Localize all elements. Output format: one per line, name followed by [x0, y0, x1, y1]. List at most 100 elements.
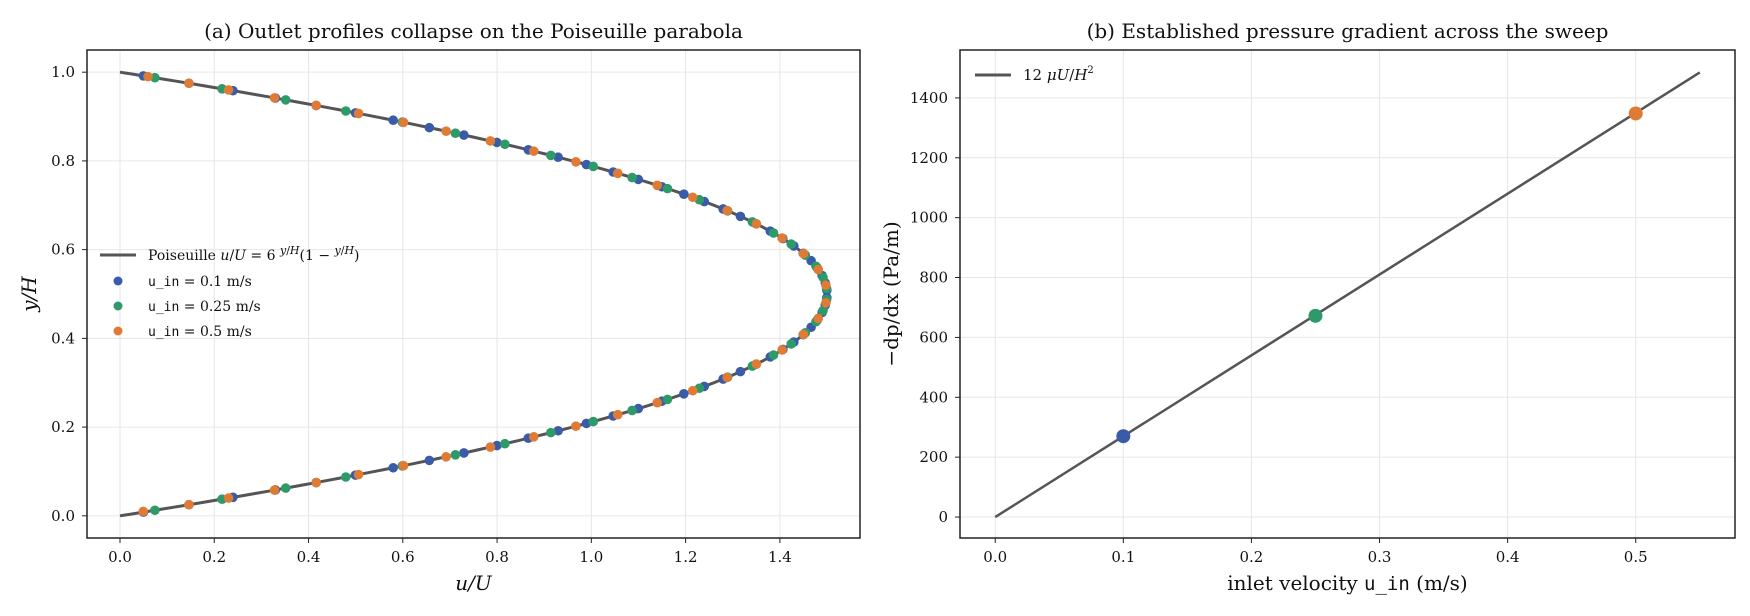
panel-a-point-series-0 — [679, 389, 689, 399]
panel-a-y-tick-label: 0.8 — [51, 152, 75, 170]
panel-a-point-series-2 — [398, 117, 409, 128]
panel-a-point-series-0 — [735, 211, 746, 222]
panel-b-x-axis-label: inlet velocity u_in (m/s) — [1227, 571, 1467, 595]
panel-a-point-series-2 — [813, 313, 824, 324]
panel-a-x-tick-label: 1.2 — [674, 548, 698, 566]
panel-a-point-series-0 — [388, 462, 398, 473]
panel-a-point-series-2 — [777, 233, 787, 243]
panel-a-point-series-0 — [553, 152, 563, 163]
panel-a-point-series-2 — [269, 93, 280, 103]
panel-a-point-series-2 — [571, 421, 581, 432]
panel-a-point-series-0 — [459, 448, 469, 458]
panel-a-point-series-1 — [341, 106, 351, 116]
panel-a-legend: Poiseuille u/U = 6 y/H(1 − y/H) u_in = 0… — [100, 244, 360, 340]
panel-a-point-series-2 — [612, 168, 623, 179]
panel-a-point-series-1 — [341, 472, 351, 482]
panel-a-point-series-2 — [798, 329, 809, 340]
legend-label-u-in-0.5: u_in = 0.5 m/s — [148, 324, 252, 340]
panel-b-legend: 12 μU/H2 — [975, 65, 1094, 84]
panel-a-point-series-1 — [280, 95, 291, 105]
panel-a-grid — [87, 50, 860, 538]
panel-a-point-series-2 — [571, 156, 581, 167]
panel-a-y-tick-label: 1.0 — [51, 63, 75, 81]
panel-a-point-series-2 — [311, 100, 322, 111]
panel-b-point-0 — [1116, 429, 1131, 444]
panel-b-ticks: 0.0 0.1 0.2 0.3 0.4 0.5 0 200 400 600 800 1000 1200 1… — [910, 89, 1648, 566]
panel-b-x-tick-label: 0.4 — [1496, 548, 1520, 566]
panel-a-point-series-1 — [818, 272, 828, 283]
panel-b-title: (b) Established pressure gradient across… — [1087, 19, 1609, 43]
panel-a-x-tick-label: 0.4 — [297, 548, 321, 566]
panel-b-data-points — [1116, 106, 1643, 444]
panel-a-point-series-1 — [500, 438, 510, 449]
panel-b-y-tick-label: 600 — [919, 328, 948, 346]
panel-b-x-tick-label: 0.1 — [1111, 548, 1135, 566]
panel-a-point-series-2 — [441, 126, 451, 136]
panel-b-y-tick-label: 200 — [919, 448, 948, 466]
panel-a-point-series-0 — [424, 122, 435, 133]
panel-a-point-series-2 — [813, 264, 824, 275]
legend-swatch-u-in-0.25 — [113, 301, 123, 311]
panel-a-title: (a) Outlet profiles collapse on the Pois… — [204, 19, 743, 43]
panel-a-point-series-0 — [679, 189, 689, 199]
panel-a-point-series-2 — [777, 345, 787, 355]
panel-a-point-series-1 — [627, 172, 637, 183]
panel-a-point-series-2 — [269, 485, 280, 495]
panel-a-x-tick-label: 0.6 — [391, 548, 415, 566]
panel-a-point-series-2 — [652, 397, 663, 408]
panel-a-poiseuille-curve — [119, 70, 829, 518]
panel-b-x-tick-label: 0.3 — [1368, 548, 1392, 566]
panel-a-point-series-1 — [588, 161, 599, 172]
legend-swatch-u-in-0.5 — [113, 326, 123, 336]
panel-a-point-series-2 — [311, 477, 322, 488]
legend-swatch-u-in-0.1 — [113, 276, 123, 286]
panel-a-x-tick-label: 1.4 — [768, 548, 792, 566]
panel-a-point-series-1 — [280, 483, 291, 493]
panel-b-x-tick-label: 0.2 — [1239, 548, 1263, 566]
panel-a-point-series-2 — [687, 385, 698, 396]
panel-a-point-series-1 — [450, 128, 461, 138]
panel-a-point-series-1 — [786, 339, 797, 349]
panel-a-point-series-2 — [751, 219, 762, 229]
panel-a-x-axis-label: u/U — [455, 571, 493, 595]
panel-a-point-series-0 — [388, 115, 398, 126]
panel-a-y-axis-label: y/H — [17, 276, 41, 313]
panel-a-point-series-2 — [138, 506, 149, 517]
panel-b-y-tick-label: 0 — [938, 508, 948, 526]
panel-a-point-series-2 — [223, 85, 234, 95]
panel-a-point-series-2 — [798, 248, 809, 259]
panel-a-point-series-1 — [588, 416, 599, 427]
panel-b-pressure-gradient-line — [994, 71, 1701, 519]
panel-b-x-tick-label: 0.5 — [1624, 548, 1648, 566]
panel-a-point-series-2 — [687, 192, 698, 203]
panel-a-point-series-1 — [150, 505, 160, 516]
panel-a-point-series-1 — [786, 239, 797, 249]
panel-a-ticks: 0.0 0.2 0.4 0.6 0.8 1.0 1.2 1.4 0.0 0.2 0.4 0.6 0.8 1… — [51, 63, 792, 566]
panel-b-y-tick-label: 1200 — [910, 149, 948, 167]
panel-a-y-tick-label: 0.6 — [51, 241, 75, 259]
panel-a-point-series-2 — [528, 146, 539, 156]
panel-a-point-series-2 — [528, 432, 539, 442]
panel-b-x-tick-label: 0.0 — [983, 548, 1007, 566]
panel-a-point-series-2 — [353, 108, 364, 119]
panel-a-point-series-2 — [184, 78, 194, 89]
panel-a-x-tick-label: 0.0 — [108, 548, 132, 566]
panel-a-point-series-1 — [627, 405, 637, 416]
panel-b-point-1 — [1308, 308, 1323, 323]
panel-a-point-series-2 — [485, 136, 496, 146]
legend-12muU-label: 12 μU/H2 — [1023, 65, 1094, 84]
panel-a-point-series-2 — [143, 71, 153, 82]
panel-a-y-tick-label: 0.4 — [51, 329, 75, 347]
panel-a-point-series-0 — [735, 366, 746, 377]
panel-b-point-2 — [1628, 106, 1643, 121]
panel-a-point-series-0 — [424, 455, 435, 466]
panel-b-x-label-code: u_in — [1364, 573, 1410, 595]
panel-a-point-series-0 — [459, 130, 469, 140]
panel-b-y-tick-label: 1000 — [910, 209, 948, 227]
panel-a-point-series-0 — [553, 425, 563, 436]
panel-b: 0.0 0.1 0.2 0.3 0.4 0.5 0 200 400 600 800 1000 1200 1… — [879, 19, 1736, 595]
panel-a-point-series-2 — [184, 499, 194, 510]
panel-a-point-series-1 — [768, 350, 779, 360]
legend-label-u-in-0.25: u_in = 0.25 m/s — [148, 299, 261, 315]
panel-a-point-series-1 — [500, 139, 510, 150]
